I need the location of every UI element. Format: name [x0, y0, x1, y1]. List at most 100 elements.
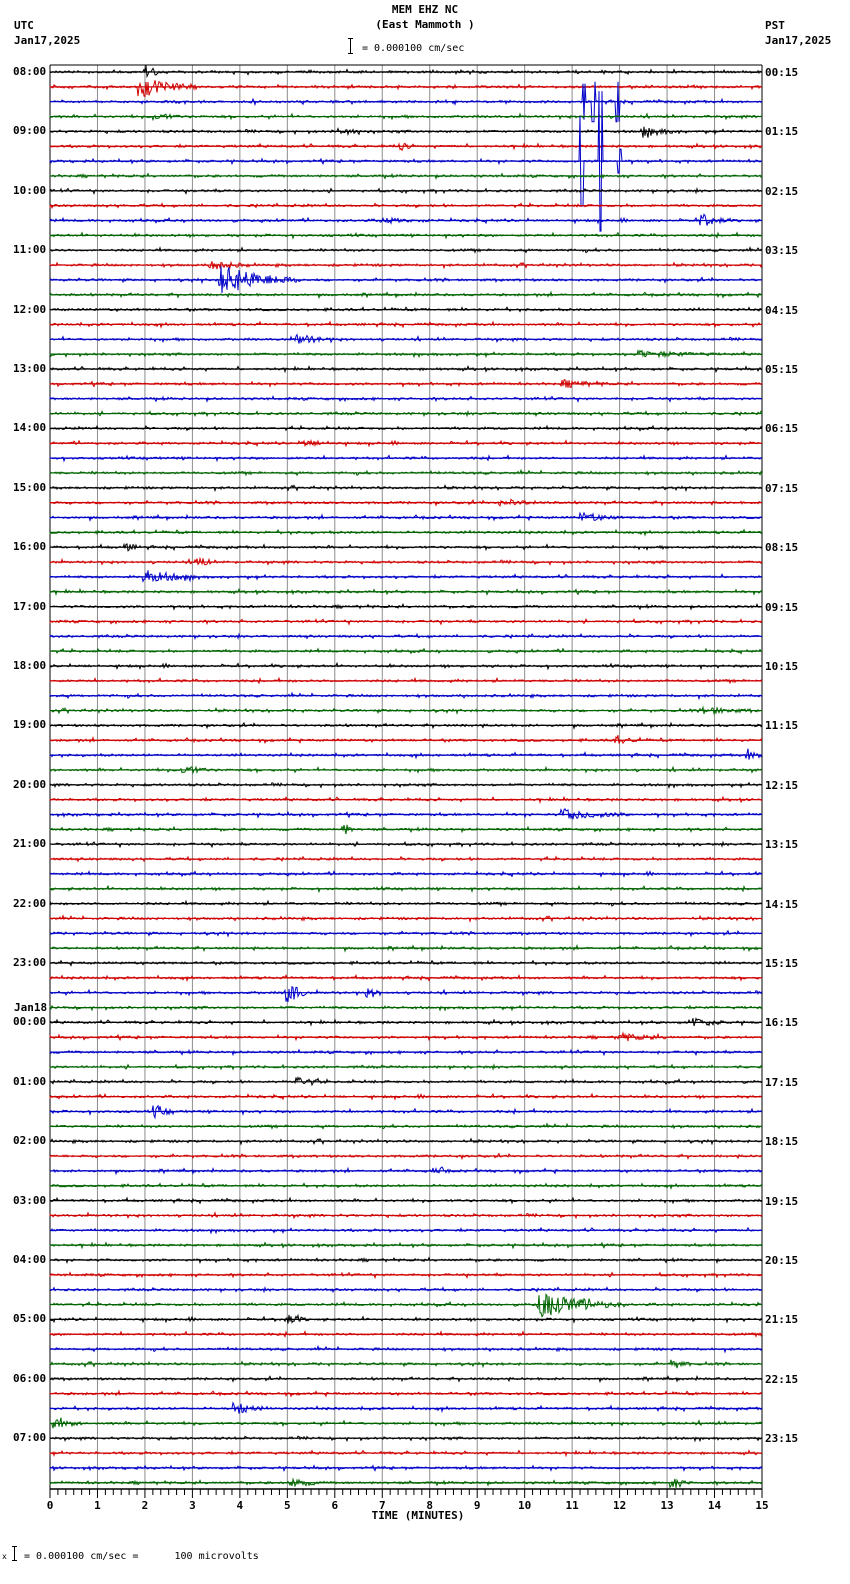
seismic-trace [49, 1031, 763, 1042]
seismic-trace [49, 1330, 763, 1338]
x-tick-label: 12 [612, 1499, 627, 1512]
station-location: (East Mammoth ) [375, 18, 475, 31]
pst-hour-label: 05:15 [765, 363, 799, 376]
seismic-trace [49, 498, 763, 507]
seismic-trace [49, 807, 763, 820]
seismic-trace [49, 1417, 763, 1429]
seismic-trace [49, 914, 763, 923]
seismic-trace [49, 884, 763, 894]
seismic-trace [49, 333, 763, 344]
seismic-trace [49, 1375, 763, 1384]
pst-hour-label: 18:15 [765, 1135, 799, 1149]
utc-hour-label: 21:00 [13, 837, 47, 851]
seismic-trace [49, 424, 763, 432]
seismic-trace [49, 1076, 763, 1087]
seismic-trace [49, 1166, 763, 1176]
seismic-trace [49, 290, 763, 300]
date-change-label: Jan18 [14, 1001, 48, 1015]
left-timezone: UTC [14, 19, 34, 32]
utc-hour-label: 15:00 [13, 480, 47, 494]
x-tick-label: 7 [378, 1499, 386, 1512]
pst-hour-label: 02:15 [765, 184, 799, 198]
seismic-trace [49, 468, 763, 477]
utc-hour-label: 04:00 [13, 1253, 47, 1266]
seismic-trace [49, 1226, 763, 1235]
utc-hour-label: 13:00 [13, 362, 47, 375]
seismic-trace [49, 556, 763, 566]
right-timezone: PST [765, 19, 785, 32]
utc-hour-label: 03:00 [13, 1193, 47, 1207]
seismic-trace [49, 379, 763, 389]
seismic-trace [49, 1211, 763, 1220]
seismic-trace [49, 617, 763, 626]
utc-hour-label: 08:00 [13, 65, 47, 78]
seismic-trace [49, 1344, 763, 1354]
pst-hour-label: 01:15 [765, 125, 799, 139]
x-tick-label: 6 [331, 1499, 339, 1512]
x-tick-label: 15 [755, 1499, 769, 1512]
utc-hour-label: 17:00 [13, 599, 47, 613]
seismic-trace [49, 973, 763, 983]
seismic-trace [49, 1271, 763, 1280]
seismic-trace [49, 320, 763, 329]
utc-hour-label: 18:00 [13, 659, 47, 672]
seismic-trace [49, 959, 763, 967]
footer-scale-bar-icon [12, 1546, 17, 1561]
seismic-trace [49, 187, 763, 195]
seismic-trace [49, 795, 763, 804]
seismic-trace [49, 1435, 763, 1443]
seismic-trace [49, 395, 763, 403]
seismic-trace [49, 1389, 763, 1398]
seismic-trace [49, 602, 763, 611]
seismic-trace [49, 213, 763, 226]
utc-hour-label: 05:00 [13, 1312, 47, 1326]
scale-bar-icon [348, 38, 353, 54]
seismic-trace [49, 1313, 763, 1324]
seismic-trace [49, 1293, 763, 1318]
seismic-trace [49, 349, 763, 359]
pst-hour-label: 21:15 [765, 1313, 799, 1327]
seismic-trace [49, 1182, 763, 1191]
seismic-trace [49, 570, 763, 583]
pst-hour-label: 15:15 [765, 957, 799, 970]
utc-hour-label: 01:00 [13, 1074, 47, 1088]
utc-hour-label: 12:00 [13, 302, 47, 316]
x-tick-label: 8 [426, 1499, 434, 1512]
seismic-trace [49, 632, 763, 640]
x-tick-label: 9 [473, 1499, 481, 1512]
pst-hour-label: 20:15 [765, 1254, 799, 1267]
seismic-trace [49, 1477, 763, 1489]
right-date: Jan17,2025 [765, 34, 832, 47]
footer-scale-text: = 0.000100 cm/sec = 100 microvolts [24, 1551, 259, 1562]
pst-hour-label: 11:15 [765, 719, 799, 733]
seismic-trace [49, 661, 763, 671]
pst-hour-label: 03:15 [765, 244, 799, 258]
x-tick-label: 2 [141, 1499, 149, 1512]
seismic-trace [49, 65, 763, 79]
utc-hour-label: 06:00 [13, 1371, 47, 1385]
x-tick-label: 13 [660, 1499, 674, 1512]
seismic-trace [49, 81, 763, 123]
utc-hour-label: 11:00 [13, 243, 47, 257]
seismic-trace [49, 781, 763, 789]
pst-hour-label: 22:15 [765, 1372, 799, 1386]
seismic-trace [49, 1241, 763, 1250]
seismic-trace [49, 142, 763, 152]
utc-hour-label: 10:00 [13, 183, 47, 197]
pst-hour-label: 06:15 [765, 422, 799, 436]
seismic-trace [49, 1104, 763, 1120]
utc-hour-label: 14:00 [13, 421, 47, 435]
seismic-trace [49, 587, 763, 597]
pst-hour-label: 17:15 [765, 1075, 799, 1089]
seismic-trace [49, 676, 763, 685]
seismic-trace [49, 1285, 763, 1294]
seismic-trace [49, 691, 763, 701]
seismic-trace [49, 1256, 763, 1265]
x-tick-label: 11 [565, 1499, 579, 1512]
seismic-trace [49, 748, 763, 760]
x-axis-label: TIME (MINUTES) [371, 1509, 465, 1522]
seismic-trace [49, 943, 763, 953]
seismic-trace [49, 91, 763, 232]
seismic-trace [49, 409, 763, 418]
seismic-trace [49, 1196, 763, 1205]
